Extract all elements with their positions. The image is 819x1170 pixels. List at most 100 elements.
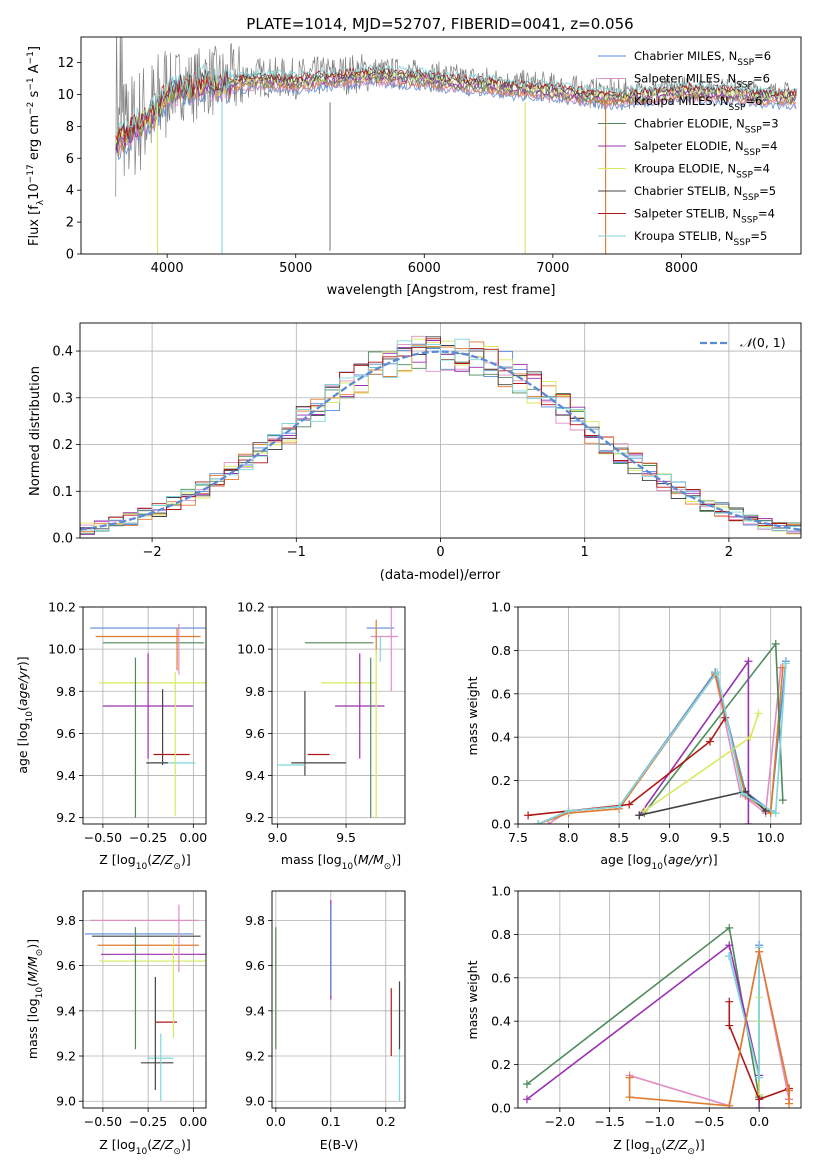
plus-marker	[706, 737, 715, 746]
y-tick-label: 1.0	[491, 600, 511, 615]
plus-marker	[771, 639, 780, 648]
plot-area	[80, 335, 801, 536]
spectrum-panel: 4000 5000 6000 7000 8000 0 2 4 6 8 10 12 wavelength …	[26, 36, 802, 298]
plus-marker	[625, 1093, 634, 1102]
legend-label: Salpeter MILES, NSSP=6	[634, 72, 770, 91]
plus-marker	[725, 997, 734, 1006]
legend-label: Chabrier MILES, NSSP=6	[634, 49, 771, 68]
plot-area	[90, 623, 206, 818]
x-tick-label: 4000	[151, 261, 184, 276]
x-tick-label: −0.25	[129, 1114, 167, 1129]
x-axis-label: age [log10(age/yr)]	[600, 852, 717, 872]
y-axis-label: Normed distribution	[28, 366, 43, 496]
legend-label: Chabrier ELODIE, NSSP=3	[634, 117, 779, 136]
plus-marker	[738, 789, 747, 798]
axes-frame	[517, 890, 802, 1109]
y-axis-label: Flux [fλ10−17 erg cm−2 s−1 A−1]	[26, 46, 46, 246]
data-spectrum-line	[115, 37, 798, 197]
figure-title: PLATE=1014, MJD=52707, FIBERID=0041, z=0…	[246, 15, 633, 33]
plus-marker	[744, 657, 753, 666]
x-tick-label: −1.5	[594, 1114, 624, 1129]
axes-frame	[82, 890, 207, 1109]
y-tick-label: 9.8	[56, 684, 76, 699]
y-axis-label: age [log10(age/yr)]	[15, 656, 35, 773]
y-tick-label: 1.0	[491, 884, 511, 899]
x-tick-label: 9.5	[336, 830, 356, 845]
x-axis-label: (data-model)/error	[380, 568, 501, 583]
y-tick-label: 0	[66, 248, 74, 263]
plus-marker	[635, 811, 644, 820]
y-tick-label: 0.2	[491, 773, 511, 788]
x-tick-label: 2	[725, 545, 733, 560]
y-tick-label: 0.4	[491, 1014, 511, 1029]
y-tick-label: 0.8	[491, 643, 511, 658]
x-tick-label: −0.50	[84, 1114, 122, 1129]
x-tick-label: 6000	[408, 261, 441, 276]
x-tick-label: 0.2	[376, 1114, 396, 1129]
plus-marker	[534, 820, 543, 824]
y-tick-label: 0.1	[52, 485, 73, 500]
y-tick-label: 9.4	[245, 1003, 265, 1018]
y-tick-label: 9.4	[245, 768, 265, 783]
x-tick-label: 5000	[279, 261, 312, 276]
plus-marker	[615, 802, 624, 811]
x-tick-label: 0.0	[266, 1114, 286, 1129]
y-tick-label: 9.8	[245, 684, 265, 699]
x-tick-label: 9.5	[710, 830, 730, 845]
mass-vs-ebv-panel: 0.0 0.1 0.2 9.0 9.2 9.4 9.6 9.8 E(B-V)	[245, 890, 406, 1152]
plus-marker	[761, 806, 770, 815]
plus-marker	[754, 709, 763, 718]
plot-area	[275, 900, 401, 1102]
x-tick-label: −0.50	[84, 830, 122, 845]
plus-marker	[725, 1101, 734, 1108]
y-tick-label: 0.0	[52, 532, 73, 547]
y-tick-label: 9.2	[245, 810, 265, 825]
y-tick-label: 9.6	[245, 726, 265, 741]
axes-frame	[271, 606, 406, 825]
y-tick-label: 0.4	[491, 730, 511, 745]
x-tick-label: −2.0	[545, 1114, 575, 1129]
y-tick-label: 10.0	[237, 642, 265, 657]
plus-marker	[778, 796, 787, 805]
y-tick-label: 6	[66, 152, 74, 167]
axes-frame	[271, 890, 406, 1109]
x-tick-label: −2	[143, 545, 162, 560]
y-axis-label: mass [log10(M/M⊙)]	[25, 939, 45, 1059]
residuals-panel: −2 −1 0 1 2 0.0 0.1 0.2 0.3 0.4 (data-model)/error…	[28, 322, 802, 583]
y-tick-label: 9.2	[56, 1049, 76, 1064]
plus-marker	[524, 811, 533, 820]
model-spectrum-line	[115, 63, 797, 133]
plus-marker	[725, 941, 734, 950]
plus-marker	[755, 1095, 764, 1104]
axes-frame	[80, 36, 802, 255]
x-tick-label: −0.5	[694, 1114, 724, 1129]
y-tick-label: 0.2	[52, 438, 73, 453]
age-vs-metallicity-panel: −0.50 −0.25 0.00 9.2 9.4 9.6 9.8 10.0 10.2 Z [log…	[15, 600, 207, 873]
plus-marker	[721, 713, 730, 722]
y-axis-label: mass weight	[465, 960, 480, 1039]
x-tick-label: 9.0	[268, 830, 288, 845]
x-tick-label: 0	[436, 545, 444, 560]
y-tick-label: 0.0	[491, 817, 511, 832]
plus-marker	[725, 952, 734, 961]
legend-label: Kroupa ELODIE, NSSP=4	[634, 162, 770, 181]
histogram-step-line	[80, 335, 801, 533]
x-tick-label: 1	[581, 545, 589, 560]
plus-marker	[564, 806, 573, 815]
x-axis-label: Z [log10(Z/Z⊙)]	[99, 852, 190, 872]
plus-marker	[746, 733, 755, 742]
y-tick-label: 12	[57, 56, 74, 71]
plot-area	[277, 607, 399, 818]
x-tick-label: 10.0	[757, 830, 785, 845]
plus-marker	[755, 1104, 764, 1108]
plus-marker	[625, 1073, 634, 1082]
x-tick-label: −0.25	[129, 830, 167, 845]
x-tick-label: 0.1	[321, 1114, 341, 1129]
legend-label: Chabrier STELIB, NSSP=5	[634, 184, 776, 203]
plus-marker	[755, 1073, 764, 1082]
legend-label: Kroupa STELIB, NSSP=5	[634, 229, 767, 248]
y-tick-label: 9.4	[56, 1003, 76, 1018]
plus-marker	[785, 1099, 794, 1108]
normal-curve-line	[80, 350, 801, 531]
x-axis-label: Z [log10(Z/Z⊙)]	[613, 1137, 704, 1157]
